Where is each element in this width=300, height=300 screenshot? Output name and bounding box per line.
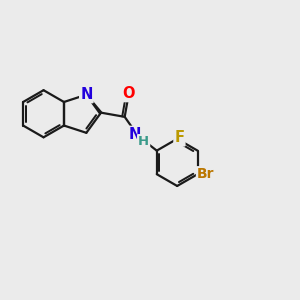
Text: H: H — [138, 135, 149, 148]
Text: N: N — [80, 87, 92, 102]
Text: Br: Br — [197, 167, 214, 181]
Text: O: O — [122, 86, 135, 101]
Text: N: N — [129, 127, 141, 142]
Text: F: F — [174, 130, 184, 146]
